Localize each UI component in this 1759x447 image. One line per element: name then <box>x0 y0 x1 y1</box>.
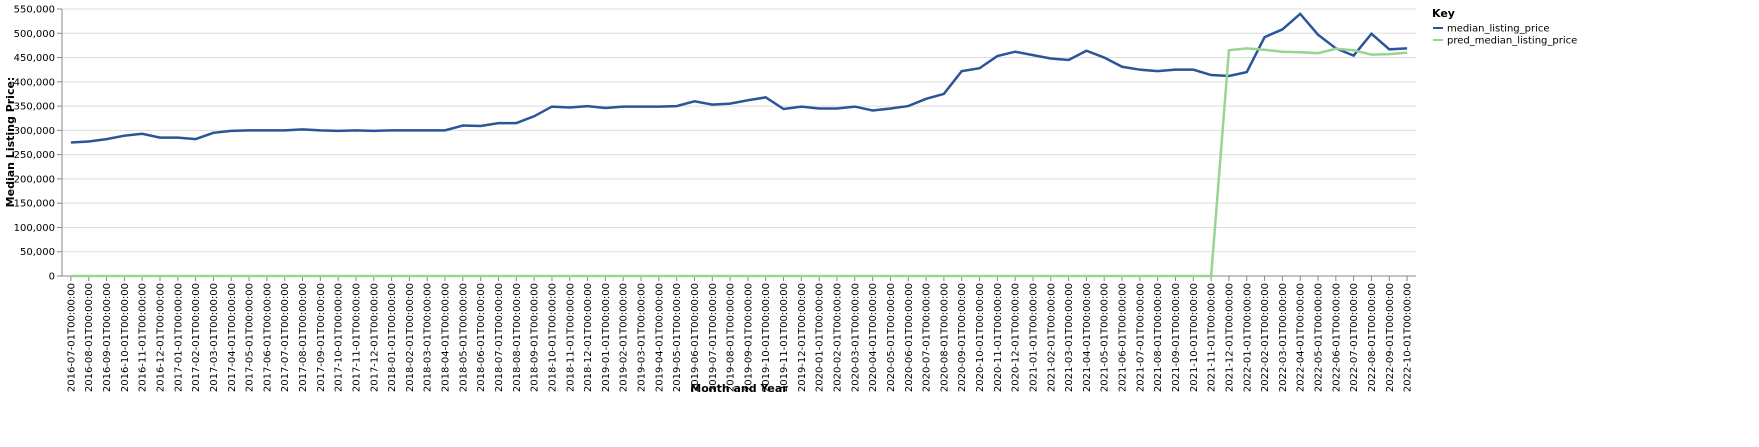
y-tick-label: 500,000 <box>14 29 55 40</box>
x-tick-label: 2017-11-01T00:00:00 <box>351 283 362 392</box>
x-tick-label: 2018-09-01T00:00:00 <box>530 283 541 392</box>
x-tick-label: 2019-04-01T00:00:00 <box>654 283 665 392</box>
y-tick-label: 550,000 <box>14 5 55 16</box>
x-tick-label: 2021-06-01T00:00:00 <box>1118 283 1129 392</box>
x-tick-label: 2020-08-01T00:00:00 <box>939 283 950 392</box>
x-tick-label: 2019-01-01T00:00:00 <box>601 283 612 392</box>
x-tick-label: 2019-03-01T00:00:00 <box>637 283 648 392</box>
x-tick-label: 2020-12-01T00:00:00 <box>1011 283 1022 392</box>
x-tick-label: 2020-09-01T00:00:00 <box>957 283 968 392</box>
x-tick-label: 2022-01-01T00:00:00 <box>1242 283 1253 392</box>
x-tick-label: 2017-05-01T00:00:00 <box>245 283 256 392</box>
x-tick-label: 2021-04-01T00:00:00 <box>1082 283 1093 392</box>
x-tick-label: 2019-09-01T00:00:00 <box>743 283 754 392</box>
x-tick-label: 2018-07-01T00:00:00 <box>494 283 505 392</box>
x-tick-label: 2019-02-01T00:00:00 <box>619 283 630 392</box>
y-tick-label: 350,000 <box>14 102 55 113</box>
x-tick-label: 2016-11-01T00:00:00 <box>138 283 149 392</box>
x-tick-label: 2021-05-01T00:00:00 <box>1100 283 1111 392</box>
x-tick-label: 2020-04-01T00:00:00 <box>868 283 879 392</box>
x-tick-label: 2017-09-01T00:00:00 <box>316 283 327 392</box>
series-line <box>70 47 1408 278</box>
x-tick-label: 2021-03-01T00:00:00 <box>1064 283 1075 392</box>
x-tick-label: 2016-10-01T00:00:00 <box>120 283 131 392</box>
y-tick-label: 250,000 <box>14 150 55 161</box>
x-tick-label: 2018-04-01T00:00:00 <box>441 283 452 392</box>
x-tick-label: 2021-01-01T00:00:00 <box>1028 283 1039 392</box>
x-tick-label: 2022-04-01T00:00:00 <box>1296 283 1307 392</box>
x-tick-label: 2022-05-01T00:00:00 <box>1314 283 1325 392</box>
x-tick-label: 2018-03-01T00:00:00 <box>423 283 434 392</box>
x-tick-label: 2017-03-01T00:00:00 <box>209 283 220 392</box>
y-tick-label: 400,000 <box>14 77 55 88</box>
x-tick-label: 2020-10-01T00:00:00 <box>975 283 986 392</box>
x-tick-label: 2017-02-01T00:00:00 <box>191 283 202 392</box>
x-tick-label: 2017-04-01T00:00:00 <box>227 283 238 392</box>
x-tick-label: 2017-08-01T00:00:00 <box>298 283 309 392</box>
x-tick-label: 2016-07-01T00:00:00 <box>66 283 77 392</box>
x-tick-label: 2022-07-01T00:00:00 <box>1349 283 1360 392</box>
x-tick-label: 2019-11-01T00:00:00 <box>779 283 790 392</box>
legend-label: median_listing_price <box>1447 24 1550 35</box>
x-tick-label: 2021-08-01T00:00:00 <box>1153 283 1164 392</box>
y-tick-label: 50,000 <box>20 247 55 258</box>
y-tick-label: 0 <box>49 272 55 283</box>
x-tick-label: 2020-05-01T00:00:00 <box>886 283 897 392</box>
x-tick-label: 2016-12-01T00:00:00 <box>155 283 166 392</box>
x-tick-label: 2020-01-01T00:00:00 <box>815 283 826 392</box>
x-tick-label: 2022-06-01T00:00:00 <box>1331 283 1342 392</box>
x-tick-label: 2021-12-01T00:00:00 <box>1224 283 1235 392</box>
x-tick-label: 2021-10-01T00:00:00 <box>1189 283 1200 392</box>
x-tick-label: 2018-06-01T00:00:00 <box>476 283 487 392</box>
x-tick-label: 2018-02-01T00:00:00 <box>405 283 416 392</box>
x-tick-label: 2018-08-01T00:00:00 <box>512 283 523 392</box>
y-tick-label: 300,000 <box>14 126 55 137</box>
y-axis-title: Median Listing Price: <box>4 77 17 208</box>
x-tick-label: 2017-06-01T00:00:00 <box>262 283 273 392</box>
x-tick-label: 2017-12-01T00:00:00 <box>369 283 380 392</box>
x-tick-label: 2017-10-01T00:00:00 <box>334 283 345 392</box>
x-tick-label: 2019-05-01T00:00:00 <box>672 283 683 392</box>
x-tick-label: 2016-08-01T00:00:00 <box>84 283 95 392</box>
legend-title: Key <box>1432 7 1455 20</box>
y-tick-label: 150,000 <box>14 199 55 210</box>
x-tick-label: 2019-12-01T00:00:00 <box>797 283 808 392</box>
x-tick-label: 2019-07-01T00:00:00 <box>708 283 719 392</box>
x-tick-label: 2020-06-01T00:00:00 <box>904 283 915 392</box>
y-tick-label: 200,000 <box>14 174 55 185</box>
x-tick-label: 2021-09-01T00:00:00 <box>1171 283 1182 392</box>
x-tick-label: 2022-03-01T00:00:00 <box>1278 283 1289 392</box>
x-tick-label: 2021-11-01T00:00:00 <box>1207 283 1218 392</box>
x-tick-label: 2017-07-01T00:00:00 <box>280 283 291 392</box>
x-tick-label: 2020-07-01T00:00:00 <box>922 283 933 392</box>
x-tick-label: 2019-06-01T00:00:00 <box>690 283 701 392</box>
x-tick-label: 2020-02-01T00:00:00 <box>832 283 843 392</box>
x-tick-label: 2019-08-01T00:00:00 <box>726 283 737 392</box>
x-tick-label: 2017-01-01T00:00:00 <box>173 283 184 392</box>
x-tick-label: 2018-01-01T00:00:00 <box>387 283 398 392</box>
x-tick-label: 2020-11-01T00:00:00 <box>993 283 1004 392</box>
x-tick-label: 2022-02-01T00:00:00 <box>1260 283 1271 392</box>
x-tick-label: 2020-03-01T00:00:00 <box>850 283 861 392</box>
x-tick-label: 2022-08-01T00:00:00 <box>1367 283 1378 392</box>
x-tick-label: 2021-07-01T00:00:00 <box>1135 283 1146 392</box>
series-line <box>70 12 1408 144</box>
y-tick-label: 100,000 <box>14 223 55 234</box>
legend-label: pred_median_listing_price <box>1447 36 1577 47</box>
y-tick-label: 450,000 <box>14 53 55 64</box>
x-tick-label: 2018-05-01T00:00:00 <box>458 283 469 392</box>
x-tick-label: 2018-11-01T00:00:00 <box>565 283 576 392</box>
x-tick-label: 2018-12-01T00:00:00 <box>583 283 594 392</box>
x-tick-label: 2022-09-01T00:00:00 <box>1385 283 1396 392</box>
x-tick-label: 2016-09-01T00:00:00 <box>102 283 113 392</box>
x-tick-label: 2022-10-01T00:00:00 <box>1403 283 1414 392</box>
x-tick-label: 2019-10-01T00:00:00 <box>761 283 772 392</box>
x-axis-title: Month and Year <box>690 382 788 395</box>
x-tick-label: 2018-10-01T00:00:00 <box>547 283 558 392</box>
x-tick-label: 2021-02-01T00:00:00 <box>1046 283 1057 392</box>
